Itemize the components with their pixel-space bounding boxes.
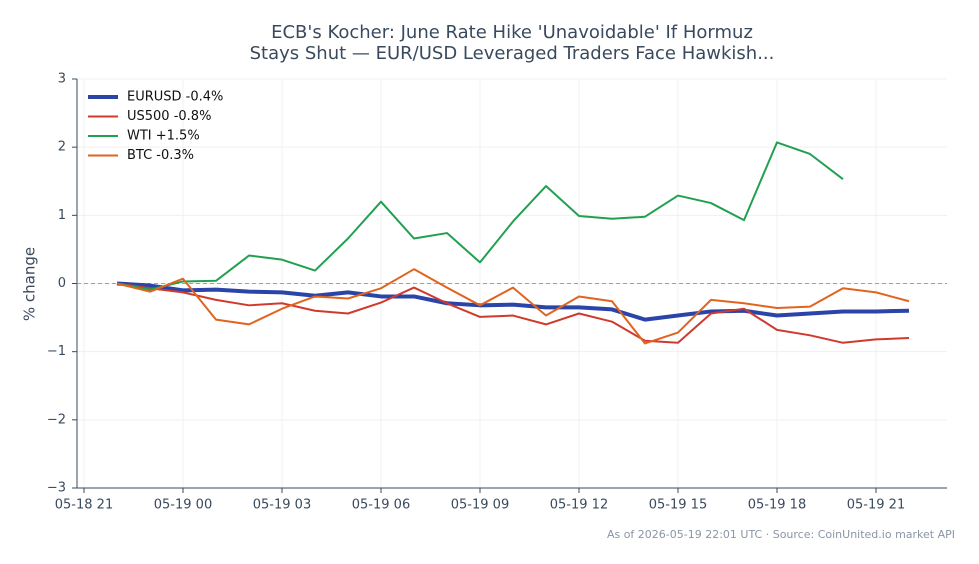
x-tick-label: 05-19 09 [451,498,509,513]
chart-title: ECB's Kocher: June Rate Hike 'Unavoidabl… [271,22,753,43]
x-tick-label: 05-19 15 [649,498,707,513]
series-line [116,141,844,291]
y-tick-label: 2 [58,140,66,155]
legend-label: US500 -0.8% [127,109,211,124]
legend-label: BTC -0.3% [127,148,194,163]
x-tick-label: 05-19 03 [253,498,311,513]
x-tick-label: 05-19 18 [748,498,806,513]
legend-label: EURUSD -0.4% [127,90,223,105]
x-tick-label: 05-19 00 [154,498,212,513]
y-tick-label: 1 [58,208,66,223]
source-note: As of 2026-05-19 22:01 UTC · Source: Coi… [607,528,955,541]
series-line [116,268,910,345]
y-tick-label: −3 [47,481,66,496]
series-line [116,282,910,344]
chart-title: Stays Shut — EUR/USD Leveraged Traders F… [250,43,775,64]
y-tick-label: 3 [58,72,66,87]
y-axis-label: % change [21,247,39,321]
x-tick-label: 05-19 12 [550,498,608,513]
x-tick-label: 05-19 21 [847,498,905,513]
x-tick-label: 05-19 06 [352,498,410,513]
legend-label: WTI +1.5% [127,129,200,144]
series-line [116,281,910,322]
y-tick-label: −2 [47,412,66,427]
y-tick-label: 0 [58,276,66,291]
y-tick-label: −1 [47,344,66,359]
x-tick-label: 05-18 21 [55,498,113,513]
